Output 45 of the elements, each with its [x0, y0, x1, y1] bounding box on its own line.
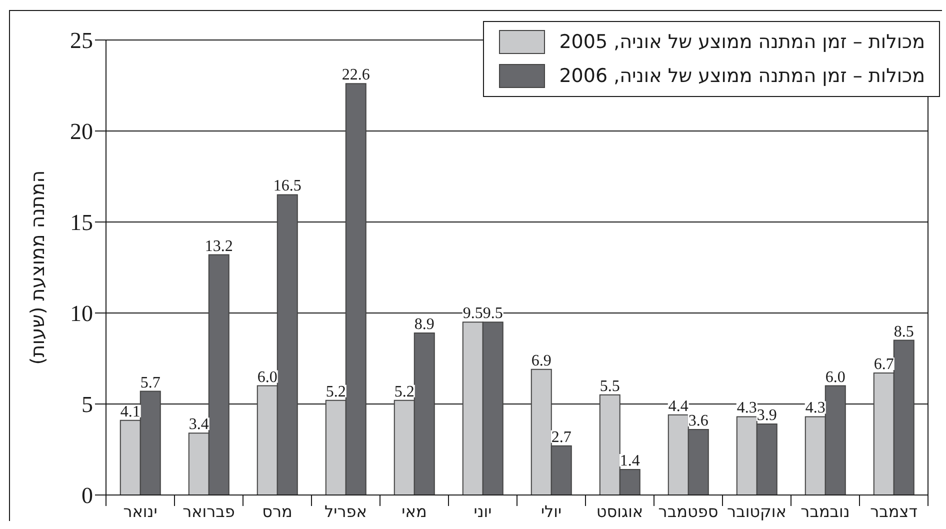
- x-tick-label: מרס: [262, 502, 292, 521]
- data-label: 6.9: [531, 352, 552, 370]
- x-tick-label: דצמבר: [870, 502, 918, 521]
- x-tick-label: נובמבר: [800, 502, 850, 521]
- data-label: 4.4: [668, 398, 688, 415]
- data-label: 8.5: [894, 323, 914, 340]
- data-label: 5.7: [140, 374, 160, 392]
- data-label: 4.1: [120, 403, 140, 420]
- x-tick-label: פברואר: [182, 502, 235, 521]
- legend-label: מכולות – זמן המתנה ממוצע של אוניה, 2005: [559, 30, 925, 54]
- data-label: 6.0: [825, 368, 846, 386]
- y-tick-label: 10: [70, 301, 93, 326]
- x-tick-label: אוקטובר: [727, 502, 786, 521]
- x-tick-label: ספטמבר: [658, 502, 718, 521]
- data-label: 8.9: [414, 316, 434, 334]
- y-tick-label: 20: [70, 119, 93, 144]
- data-label: 6.0: [257, 368, 278, 386]
- data-label: 2.7: [551, 428, 572, 446]
- data-label: 22.6: [342, 66, 370, 84]
- x-tick-label: מאי: [402, 502, 427, 521]
- y-tick-label: 15: [70, 210, 93, 236]
- y-tick-label: 5: [82, 392, 93, 418]
- x-tick-label: ינואר: [123, 502, 158, 521]
- data-label: 9.5: [482, 305, 503, 322]
- data-label: 1.4: [620, 452, 640, 470]
- x-tick-label: אוגוסט: [596, 502, 644, 521]
- legend-label: מכולות – זמן המתנה ממוצע של אוניה, 2006: [559, 64, 925, 88]
- x-tick-label: יולי: [540, 502, 562, 521]
- x-tick-label: אפריל: [324, 502, 367, 521]
- data-label: 5.2: [326, 383, 346, 400]
- data-label: 3.6: [688, 412, 708, 430]
- y-tick-label: 25: [70, 28, 93, 54]
- data-label: 9.5: [462, 305, 483, 322]
- data-label: 3.9: [756, 407, 777, 424]
- data-label: 3.4: [188, 416, 209, 434]
- data-label: 13.2: [204, 238, 233, 255]
- data-label: 6.7: [874, 356, 894, 374]
- data-label: 4.3: [736, 400, 757, 417]
- data-label: 4.3: [805, 400, 826, 417]
- data-label: 5.5: [600, 378, 620, 395]
- x-tick-label: יוני: [474, 502, 492, 521]
- data-label: 5.2: [394, 383, 414, 400]
- y-tick-label: 0: [82, 483, 93, 508]
- data-label: 16.5: [273, 178, 302, 195]
- y-axis-title: המתנה ממוצעת (שעות): [27, 170, 49, 365]
